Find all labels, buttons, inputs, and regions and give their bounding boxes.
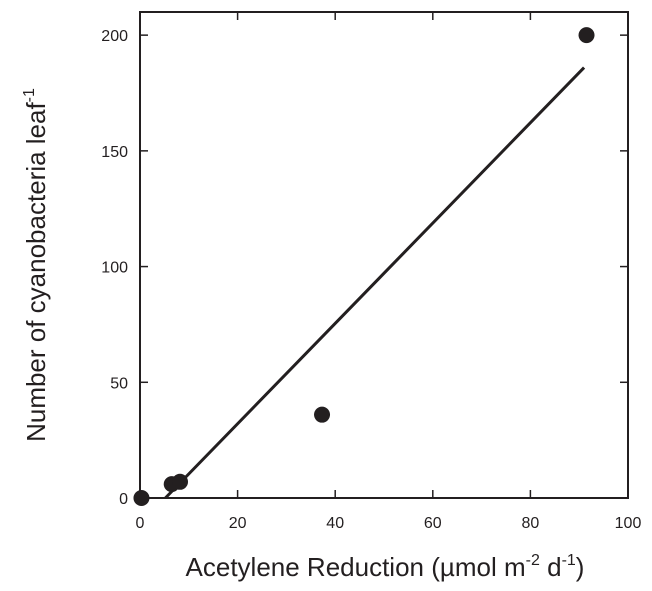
axis-title-text: ) — [576, 552, 585, 582]
data-point — [172, 473, 189, 490]
x-tick-label: 0 — [136, 515, 145, 532]
y-axis-ticks: 0 50 100 150 200 — [101, 28, 628, 508]
axis-title-text: Number of cyanobacteria leaf — [21, 102, 51, 442]
axis-title-superscript: -2 — [526, 552, 540, 569]
axis-title-text: Acetylene Reduction (µmol m — [186, 552, 526, 582]
data-point — [133, 490, 150, 506]
x-tick-label: 20 — [229, 515, 247, 532]
y-tick-label: 200 — [101, 28, 128, 45]
fit-line-group — [164, 66, 586, 500]
x-axis-title: Acetylene Reduction (µmol m-2 d-1) — [186, 552, 585, 582]
axis-title-text: d — [540, 552, 562, 582]
y-tick-label: 0 — [119, 491, 128, 508]
plot-frame — [139, 11, 629, 499]
x-tick-label: 40 — [326, 515, 344, 532]
axis-title-superscript: -1 — [562, 552, 576, 569]
data-point — [314, 406, 331, 423]
x-tick-label: 100 — [615, 515, 642, 532]
x-tick-label: 60 — [424, 515, 442, 532]
fit-line — [164, 66, 586, 500]
y-axis-title: Number of cyanobacteria leaf-1 — [21, 88, 51, 442]
x-axis-ticks: 0 20 40 60 80 100 — [136, 12, 642, 532]
y-tick-label: 150 — [101, 144, 128, 161]
x-tick-label: 80 — [522, 515, 540, 532]
axis-title-superscript: -1 — [21, 88, 38, 102]
y-tick-label: 100 — [101, 260, 128, 277]
data-point — [578, 27, 595, 44]
data-points — [133, 27, 595, 506]
y-tick-label: 50 — [110, 375, 128, 392]
plot-frame-group — [139, 11, 629, 499]
